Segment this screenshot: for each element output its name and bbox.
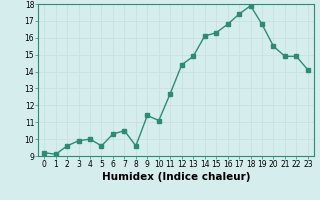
X-axis label: Humidex (Indice chaleur): Humidex (Indice chaleur) — [102, 172, 250, 182]
